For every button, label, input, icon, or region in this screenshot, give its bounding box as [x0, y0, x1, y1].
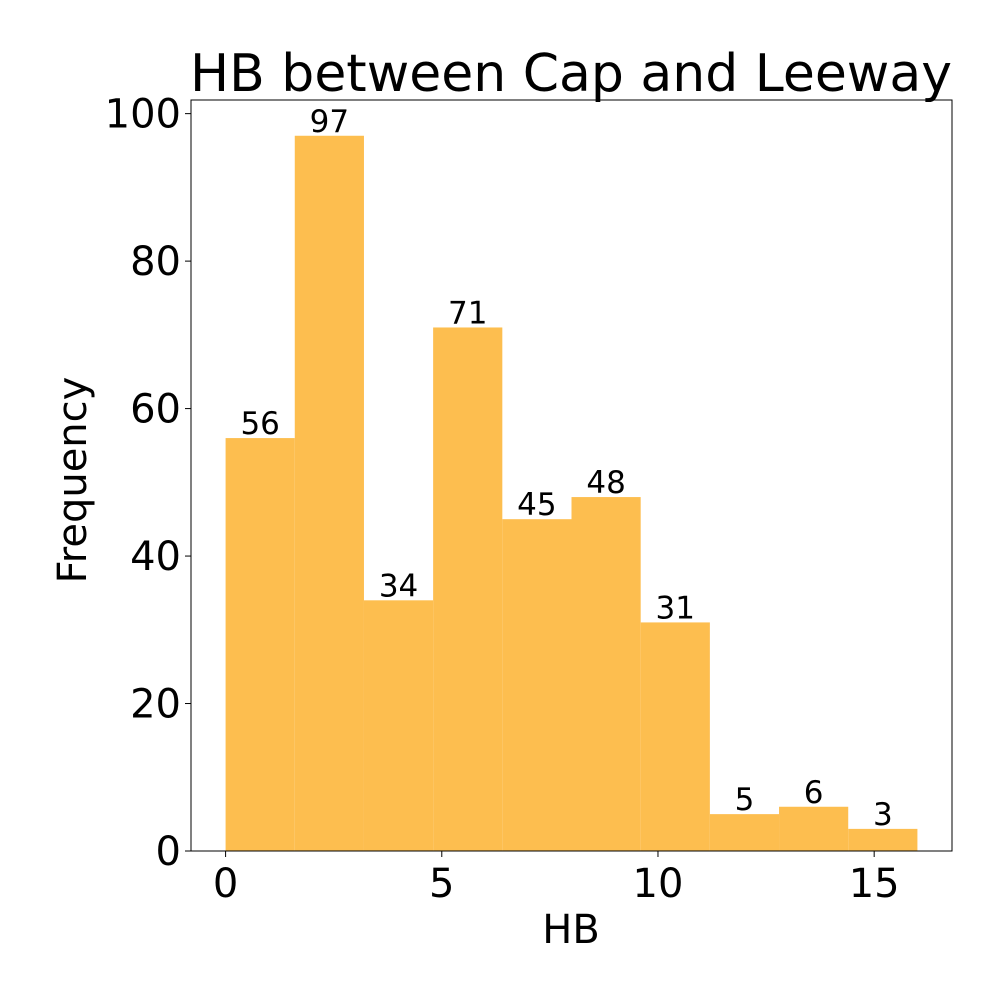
- y-tick-label: 40: [130, 534, 181, 580]
- histogram-bar: [363, 600, 434, 851]
- histogram-bar: [709, 814, 780, 851]
- bar-value-label: 34: [379, 568, 418, 604]
- x-axis-ticks: 0 5 10 15: [213, 851, 900, 907]
- chart-title: HB between Cap and Leeway: [190, 44, 952, 104]
- bar-value-label: 45: [517, 487, 556, 523]
- histogram-bar: [571, 497, 641, 851]
- bar-value-label: 3: [873, 797, 893, 833]
- histogram-bar: [225, 438, 295, 851]
- bar-value-label: 48: [586, 465, 625, 501]
- x-tick-label: 15: [849, 861, 900, 907]
- bar-value-label: 97: [310, 104, 349, 140]
- bar-value-label: 56: [240, 406, 279, 442]
- histogram-bar: [779, 806, 849, 851]
- bar-value-label: 6: [804, 775, 824, 811]
- bar-value-label: 5: [735, 782, 755, 818]
- x-axis-label: HB: [542, 907, 600, 953]
- x-tick-label: 5: [429, 861, 454, 907]
- bars-group: [225, 135, 918, 851]
- y-tick-label: 80: [130, 239, 181, 285]
- y-tick-label: 0: [156, 829, 181, 875]
- y-axis-ticks: 0 20 40 60 80 100: [105, 92, 191, 875]
- x-tick-label: 10: [633, 861, 684, 907]
- histogram-bar: [640, 622, 710, 851]
- y-tick-label: 60: [130, 387, 181, 433]
- histogram-bar: [294, 135, 364, 851]
- plot-frame: [190, 99, 953, 852]
- y-tick-label: 100: [105, 92, 181, 138]
- histogram-bar: [848, 828, 918, 851]
- x-tick-label: 0: [213, 861, 238, 907]
- y-tick-label: 20: [130, 682, 181, 728]
- bar-value-label: 71: [448, 295, 487, 331]
- y-axis-label: Frequency: [50, 377, 96, 584]
- histogram-bar: [502, 519, 572, 851]
- bar-value-label: 31: [656, 590, 695, 626]
- histogram-bar: [433, 327, 503, 851]
